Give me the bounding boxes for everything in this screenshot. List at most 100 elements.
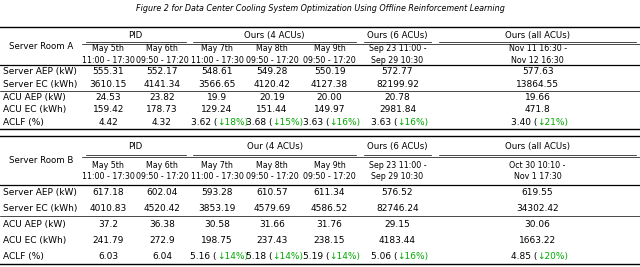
Text: 4579.69: 4579.69 [253, 204, 291, 213]
Text: 4183.44: 4183.44 [379, 236, 416, 245]
Text: 198.75: 198.75 [201, 236, 233, 245]
Text: 13864.55: 13864.55 [516, 80, 559, 89]
Text: 611.34: 611.34 [314, 188, 346, 197]
Text: Server Room A: Server Room A [9, 42, 73, 50]
Text: ↓14%): ↓14%) [272, 252, 303, 261]
Text: 31.76: 31.76 [317, 220, 342, 229]
Text: 238.15: 238.15 [314, 236, 346, 245]
Text: May 6th
09:50 - 17:20: May 6th 09:50 - 17:20 [136, 44, 188, 65]
Text: 30.06: 30.06 [525, 220, 550, 229]
Text: ACU AEP (kW): ACU AEP (kW) [3, 93, 65, 101]
Text: May 9th
09:50 - 17:20: May 9th 09:50 - 17:20 [303, 44, 356, 65]
Text: 5.19 (: 5.19 ( [303, 252, 330, 261]
Text: 241.79: 241.79 [92, 236, 124, 245]
Text: May 5th
11:00 - 17:30: May 5th 11:00 - 17:30 [82, 161, 134, 181]
Text: 20.00: 20.00 [317, 93, 342, 101]
Text: 159.42: 159.42 [92, 105, 124, 114]
Text: 19.66: 19.66 [525, 93, 550, 101]
Text: 24.53: 24.53 [95, 93, 121, 101]
Text: 237.43: 237.43 [256, 236, 288, 245]
Text: 3.63 (: 3.63 ( [371, 118, 397, 127]
Text: 82199.92: 82199.92 [376, 80, 419, 89]
Text: 549.28: 549.28 [256, 67, 288, 76]
Text: 4.32: 4.32 [152, 118, 172, 127]
Text: 4.85 (: 4.85 ( [511, 252, 538, 261]
Text: 6.04: 6.04 [152, 252, 172, 261]
Text: 37.2: 37.2 [98, 220, 118, 229]
Text: 151.44: 151.44 [256, 105, 288, 114]
Text: Sep 23 11:00 -
Sep 29 10:30: Sep 23 11:00 - Sep 29 10:30 [369, 44, 426, 65]
Text: ACLF (%): ACLF (%) [3, 118, 44, 127]
Text: ↓16%): ↓16%) [397, 118, 429, 127]
Text: 3.68 (: 3.68 ( [246, 118, 272, 127]
Text: 4141.34: 4141.34 [143, 80, 180, 89]
Text: 4010.83: 4010.83 [90, 204, 127, 213]
Text: 593.28: 593.28 [201, 188, 233, 197]
Text: 6.03: 6.03 [98, 252, 118, 261]
Text: Ours (all ACUs): Ours (all ACUs) [505, 142, 570, 151]
Text: ↓16%): ↓16%) [330, 118, 361, 127]
Text: 5.06 (: 5.06 ( [371, 252, 397, 261]
Text: 610.57: 610.57 [256, 188, 288, 197]
Text: 3853.19: 3853.19 [198, 204, 236, 213]
Text: Ours (all ACUs): Ours (all ACUs) [505, 31, 570, 40]
Text: ↓21%): ↓21%) [538, 118, 568, 127]
Text: Server AEP (kW): Server AEP (kW) [3, 188, 76, 197]
Text: 34302.42: 34302.42 [516, 204, 559, 213]
Text: 36.38: 36.38 [149, 220, 175, 229]
Text: May 6th
09:50 - 17:20: May 6th 09:50 - 17:20 [136, 161, 188, 181]
Text: Server EC (kWh): Server EC (kWh) [3, 204, 77, 213]
Text: 272.9: 272.9 [149, 236, 175, 245]
Text: ACU EC (kWh): ACU EC (kWh) [3, 236, 66, 245]
Text: Sep 23 11:00 -
Sep 29 10:30: Sep 23 11:00 - Sep 29 10:30 [369, 161, 426, 181]
Text: May 8th
09:50 - 17:20: May 8th 09:50 - 17:20 [246, 161, 298, 181]
Text: 3.63 (: 3.63 ( [303, 118, 330, 127]
Text: 129.24: 129.24 [202, 105, 232, 114]
Text: 30.58: 30.58 [204, 220, 230, 229]
Text: 178.73: 178.73 [146, 105, 178, 114]
Text: Ours (4 ACUs): Ours (4 ACUs) [244, 31, 305, 40]
Text: ACU AEP (kW): ACU AEP (kW) [3, 220, 65, 229]
Text: 3566.65: 3566.65 [198, 80, 236, 89]
Text: 5.16 (: 5.16 ( [191, 252, 217, 261]
Text: 2981.84: 2981.84 [379, 105, 416, 114]
Text: 149.97: 149.97 [314, 105, 346, 114]
Text: 4520.42: 4520.42 [143, 204, 180, 213]
Text: PID: PID [129, 31, 143, 40]
Text: 617.18: 617.18 [92, 188, 124, 197]
Text: 4586.52: 4586.52 [311, 204, 348, 213]
Text: 552.17: 552.17 [146, 67, 178, 76]
Text: ACU EC (kWh): ACU EC (kWh) [3, 105, 66, 114]
Text: 4127.38: 4127.38 [311, 80, 348, 89]
Text: Server Room B: Server Room B [9, 156, 73, 164]
Text: 5.18 (: 5.18 ( [246, 252, 272, 261]
Text: May 7th
11:00 - 17:30: May 7th 11:00 - 17:30 [191, 161, 243, 181]
Text: ↓14%): ↓14%) [217, 252, 248, 261]
Text: 576.52: 576.52 [381, 188, 413, 197]
Text: 555.31: 555.31 [92, 67, 124, 76]
Text: 82746.24: 82746.24 [376, 204, 419, 213]
Text: Nov 11 16:30 -
Nov 12 16:30: Nov 11 16:30 - Nov 12 16:30 [509, 44, 566, 65]
Text: 471.8: 471.8 [525, 105, 550, 114]
Text: 1663.22: 1663.22 [519, 236, 556, 245]
Text: 572.77: 572.77 [381, 67, 413, 76]
Text: 19.9: 19.9 [207, 93, 227, 101]
Text: May 7th
11:00 - 17:30: May 7th 11:00 - 17:30 [191, 44, 243, 65]
Text: 548.61: 548.61 [201, 67, 233, 76]
Text: Oct 30 10:10 -
Nov 1 17:30: Oct 30 10:10 - Nov 1 17:30 [509, 161, 566, 181]
Text: Server AEP (kW): Server AEP (kW) [3, 67, 76, 76]
Text: 3610.15: 3610.15 [90, 80, 127, 89]
Text: 29.15: 29.15 [385, 220, 410, 229]
Text: 4.42: 4.42 [99, 118, 118, 127]
Text: PID: PID [129, 142, 143, 151]
Text: 3.62 (: 3.62 ( [191, 118, 217, 127]
Text: Our (4 ACUs): Our (4 ACUs) [246, 142, 303, 151]
Text: 20.78: 20.78 [385, 93, 410, 101]
Text: ↓14%): ↓14%) [330, 252, 360, 261]
Text: Ours (6 ACUs): Ours (6 ACUs) [367, 142, 428, 151]
Text: May 8th
09:50 - 17:20: May 8th 09:50 - 17:20 [246, 44, 298, 65]
Text: May 9th
09:50 - 17:20: May 9th 09:50 - 17:20 [303, 161, 356, 181]
Text: ↓15%): ↓15%) [272, 118, 303, 127]
Text: 31.66: 31.66 [259, 220, 285, 229]
Text: 3.40 (: 3.40 ( [511, 118, 538, 127]
